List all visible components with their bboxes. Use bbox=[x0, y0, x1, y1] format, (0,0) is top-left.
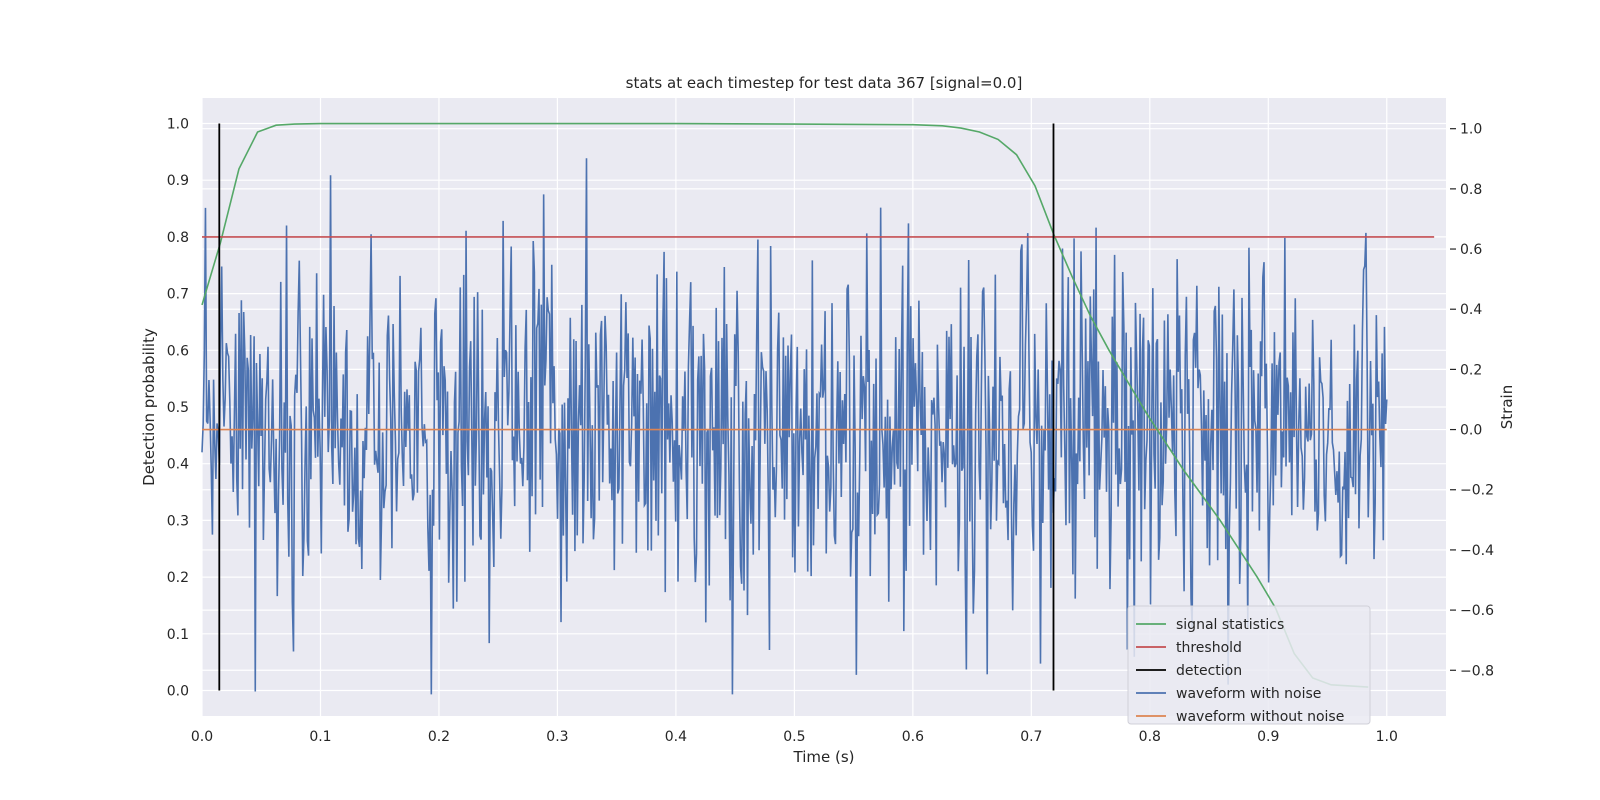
y2-tick-label-2: −0.4 bbox=[1460, 543, 1494, 559]
legend: signal statistics threshold detection wavef… bbox=[1127, 605, 1371, 725]
chart-title: stats at each timestep for test data 367… bbox=[626, 74, 1023, 92]
legend-label-4: waveform without noise bbox=[1176, 709, 1344, 725]
y2-tick-label-9: 1.0 bbox=[1460, 122, 1482, 138]
y2-tick-label-5: 0.2 bbox=[1460, 362, 1482, 378]
y2-tick-label-3: −0.2 bbox=[1460, 483, 1494, 499]
y-tick-label-8: 0.8 bbox=[167, 230, 189, 246]
y-tick-label-3: 0.3 bbox=[167, 513, 189, 529]
y2-tick-label-4: 0.0 bbox=[1460, 423, 1482, 439]
x-axis-label: Time (s) bbox=[793, 748, 855, 766]
x-tick-label-6: 0.6 bbox=[902, 729, 924, 745]
legend-label-2: detection bbox=[1176, 663, 1242, 679]
y-tick-label-7: 0.7 bbox=[167, 287, 189, 303]
x-tick-label-8: 0.8 bbox=[1139, 729, 1161, 745]
y-tick-label-0: 0.0 bbox=[167, 683, 189, 699]
y2-tick-label-8: 0.8 bbox=[1460, 182, 1482, 198]
y-tick-label-6: 0.6 bbox=[167, 343, 189, 359]
x-tick-label-3: 0.3 bbox=[546, 729, 568, 745]
y-tick-label-5: 0.5 bbox=[167, 400, 189, 416]
y-tick-label-1: 0.1 bbox=[167, 627, 189, 643]
ticks: 0.0 0.1 0.2 0.3 0.4 0.5 0.6 0.7 0.8 0.9 1.0 0.0 0.1 0… bbox=[167, 117, 1494, 745]
y2-tick-label-1: −0.6 bbox=[1460, 603, 1494, 619]
y-axis-label: Detection probability bbox=[140, 328, 158, 486]
x-tick-label-10: 1.0 bbox=[1376, 729, 1398, 745]
y-tick-label-2: 0.2 bbox=[167, 570, 189, 586]
legend-label-3: waveform with noise bbox=[1176, 686, 1321, 702]
x-tick-label-7: 0.7 bbox=[1020, 729, 1042, 745]
legend-box bbox=[1127, 605, 1371, 725]
x-tick-label-9: 0.9 bbox=[1257, 729, 1279, 745]
x-tick-label-1: 0.1 bbox=[309, 729, 331, 745]
series-marks bbox=[201, 122, 1435, 695]
y2-tick-label-0: −0.8 bbox=[1460, 663, 1494, 679]
y-tick-label-10: 1.0 bbox=[167, 117, 189, 133]
y-tick-label-4: 0.4 bbox=[167, 457, 189, 473]
x-tick-label-0: 0.0 bbox=[191, 729, 213, 745]
x-tick-label-4: 0.4 bbox=[665, 729, 687, 745]
y2-tick-label-7: 0.6 bbox=[1460, 242, 1482, 258]
x-tick-label-5: 0.5 bbox=[783, 729, 805, 745]
y-tick-label-9: 0.9 bbox=[167, 173, 189, 189]
x-tick-label-2: 0.2 bbox=[428, 729, 450, 745]
legend-label-1: threshold bbox=[1176, 640, 1242, 656]
series-waveform-with-noise bbox=[201, 158, 1388, 695]
legend-label-0: signal statistics bbox=[1176, 617, 1284, 633]
y2-tick-label-6: 0.4 bbox=[1460, 302, 1482, 318]
series-signal-statistics bbox=[201, 122, 1369, 688]
y2-axis-label: Strain bbox=[1498, 385, 1516, 429]
